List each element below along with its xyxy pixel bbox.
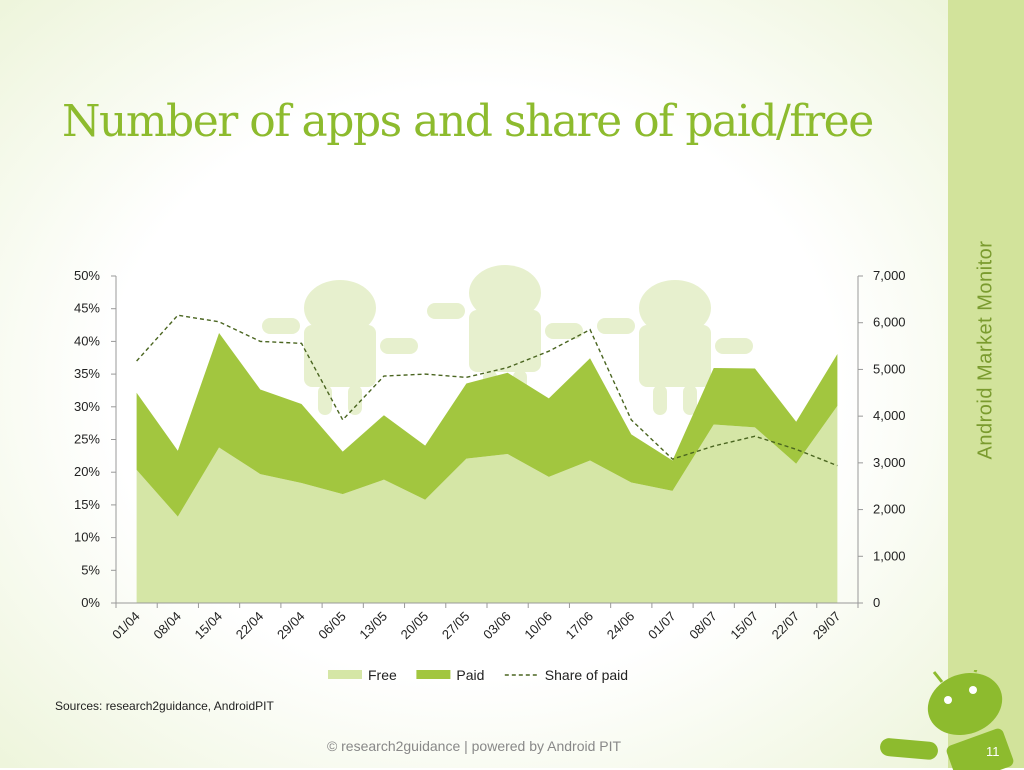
x-tick-label: 17/06: [563, 609, 597, 643]
side-band: [948, 0, 1024, 768]
y-left-tick-label: 10%: [74, 530, 100, 545]
android-watermark-leg-r-0: [348, 385, 362, 415]
area-chart: 0% 5% 10% 15% 20% 25% 30% 35% 40% 45% 50% 0 1,000 2,0…: [74, 265, 906, 683]
page-number: 11: [986, 744, 1000, 759]
x-tick-label: 29/07: [810, 609, 844, 643]
area-series-free: [136, 405, 838, 603]
y-right-tick-label: 5,000: [873, 361, 906, 376]
y-left-tick-label: 5%: [81, 562, 100, 577]
x-tick-label: 10/06: [521, 609, 555, 643]
slide-title: Number of apps and share of paid/free: [62, 96, 874, 147]
y-left-tick-label: 45%: [74, 301, 100, 316]
android-watermark-arm-r-2: [715, 338, 753, 354]
android-watermark-arm-r-1: [545, 323, 583, 339]
legend-swatch-free: [328, 670, 362, 679]
x-tick-label: 29/04: [274, 609, 308, 643]
x-tick-label: 20/05: [398, 609, 432, 643]
y-right-tick-label: 2,000: [873, 502, 906, 517]
android-watermark-arm-l-0: [262, 318, 300, 334]
y-right-tick-label: 3,000: [873, 455, 906, 470]
legend-label-paid: Paid: [456, 667, 484, 683]
y-left-tick-label: 35%: [74, 366, 100, 381]
y-left-tick-label: 20%: [74, 464, 100, 479]
x-tick-label: 27/05: [439, 609, 473, 643]
chart-line: [136, 314, 838, 467]
area-series-paid: [136, 332, 838, 517]
android-watermark-leg-l-2: [653, 385, 667, 415]
android-watermark-body-0: [304, 325, 376, 387]
x-tick-label: 08/04: [150, 609, 184, 643]
x-tick-label: 01/04: [109, 609, 143, 643]
y-right-tick-label: 6,000: [873, 315, 906, 330]
x-tick-label: 15/04: [192, 609, 226, 643]
x-tick-label: 24/06: [604, 609, 638, 643]
x-tick-label: 08/07: [686, 609, 720, 643]
x-tick-label: 22/04: [233, 609, 267, 643]
x-tick-label: 01/07: [645, 609, 679, 643]
android-watermark-leg-r-2: [683, 385, 697, 415]
legend-swatch-paid: [416, 670, 451, 679]
y-right-tick-label: 7,000: [873, 268, 906, 283]
android-robot-icon: [880, 670, 1014, 770]
side-label: Android Market Monitor: [974, 240, 997, 460]
line-series-share-of-paid: [136, 314, 838, 467]
legend-label-share-of-paid: Share of paid: [545, 667, 628, 683]
sources-note: Sources: research2guidance, AndroidPIT: [55, 699, 274, 713]
android-watermark: [262, 265, 753, 415]
x-tick-label: 22/07: [769, 609, 803, 643]
x-tick-label: 03/06: [480, 609, 514, 643]
android-watermark-arm-l-1: [427, 303, 465, 319]
y-right-tick-label: 0: [873, 595, 880, 610]
chart-legend: Free Paid Share of paid: [328, 667, 628, 683]
android-watermark-leg-l-0: [318, 385, 332, 415]
y-left-tick-label: 40%: [74, 333, 100, 348]
android-watermark-head-0: [304, 280, 376, 336]
android-watermark-body-2: [639, 325, 711, 387]
y-left-tick-label: 30%: [74, 399, 100, 414]
android-watermark-head-2: [639, 280, 711, 336]
y-left-tick-label: 25%: [74, 432, 100, 447]
x-tick-label: 15/07: [727, 609, 761, 643]
x-tick-label: 06/05: [315, 609, 349, 643]
android-watermark-arm-l-2: [597, 318, 635, 334]
y-right-tick-label: 4,000: [873, 408, 906, 423]
footer-text: © research2guidance | powered by Android…: [326, 738, 622, 754]
y-left-tick-label: 0%: [81, 595, 100, 610]
android-watermark-head-1: [469, 265, 541, 321]
chart-areas: [136, 332, 838, 603]
android-watermark-arm-r-0: [380, 338, 418, 354]
legend-label-free: Free: [368, 667, 397, 683]
y-right-tick-label: 1,000: [873, 548, 906, 563]
x-tick-label: 13/05: [356, 609, 390, 643]
y-left-tick-label: 50%: [74, 268, 100, 283]
y-left-tick-label: 15%: [74, 497, 100, 512]
android-watermark-body-1: [469, 310, 541, 372]
